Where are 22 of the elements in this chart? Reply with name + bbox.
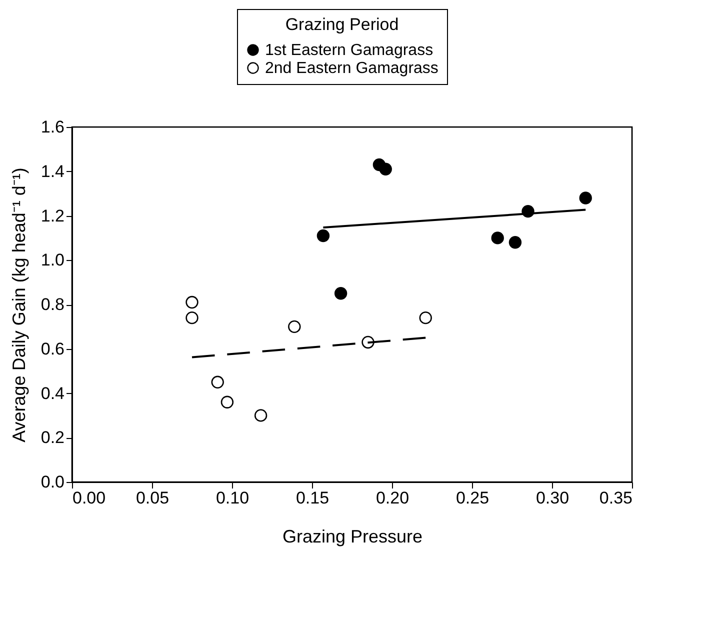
x-tick-label: 0.05 [136, 488, 170, 508]
legend-label: 1st Eastern Gamagrass [265, 42, 434, 59]
x-tick-label: 0.10 [216, 488, 250, 508]
y-tick-label: 0.0 [40, 472, 64, 492]
x-tick-label: 0.20 [376, 488, 410, 508]
y-tick-label: 0.4 [40, 384, 64, 403]
y-tick-label: 1.2 [40, 206, 64, 226]
y-axis-title: Average Daily Gain (kg head⁻¹ d⁻¹) [8, 168, 29, 442]
y-tick-label: 0.6 [40, 339, 64, 358]
x-tick-label: 0.00 [72, 488, 106, 508]
y-tick-label: 1.4 [40, 162, 64, 181]
y-tick-label: 1.6 [40, 118, 64, 136]
x-tick-label: 0.15 [296, 488, 330, 508]
x-tick-label: 0.25 [456, 488, 490, 508]
x-tick-label: 0.30 [536, 488, 570, 508]
y-tick-label: 0.8 [40, 295, 64, 314]
legend-label: 2nd Eastern Gamagrass [265, 60, 438, 77]
x-tick-label: 0.35 [599, 488, 632, 508]
y-tick-label: 0.2 [40, 428, 64, 448]
x-axis-title: Grazing Pressure [282, 526, 423, 546]
y-tick-label: 1.0 [40, 250, 64, 270]
legend-title: Grazing Period [285, 15, 399, 34]
